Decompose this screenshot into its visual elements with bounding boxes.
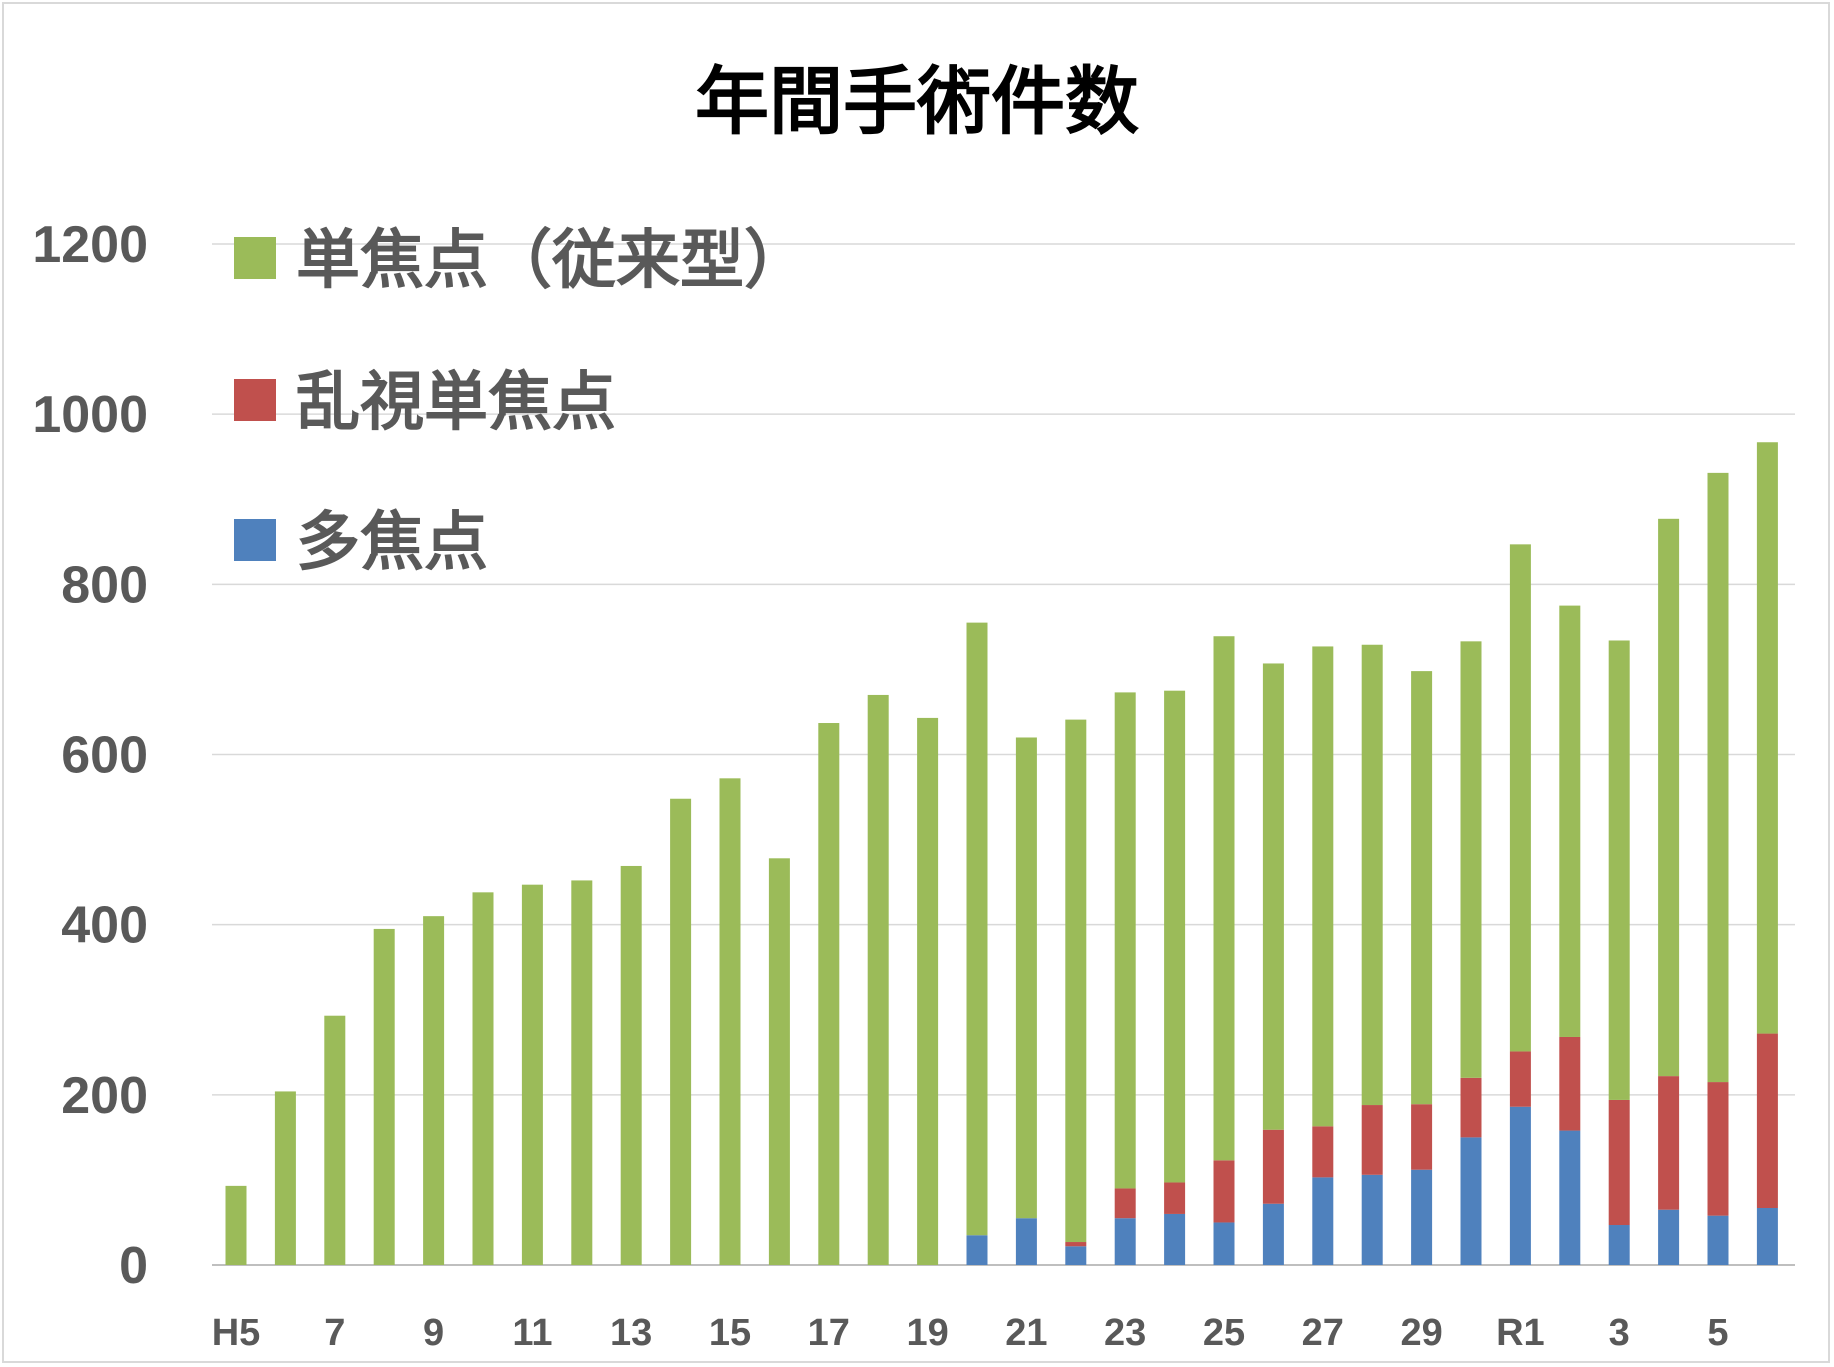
bar-multifocal-6 [1756,1207,1778,1265]
bar-monofocal-9 [423,916,445,1265]
bar-monofocal-25 [1213,636,1235,1161]
bar-monofocal-3 [1608,640,1630,1100]
legend-label: 多焦点 [296,506,488,580]
bar-monofocal-22 [1065,719,1087,1243]
bar-multifocal-20 [966,1235,988,1265]
legend-swatch [234,519,276,561]
bar-toric-2 [1559,1036,1581,1131]
x-tick-label: 17 [808,1312,850,1354]
bar-monofocal-7 [324,1015,346,1265]
bars [225,442,1778,1265]
y-tick-label: 0 [119,1237,148,1295]
bar-toric-25 [1213,1160,1235,1223]
bar-monofocal-26 [1262,663,1284,1130]
legend-label: 単焦点（従来型） [296,224,808,298]
bar-monofocal-20 [966,622,988,1236]
x-tick-label: 13 [610,1312,652,1354]
bar-monofocal-30 [1460,641,1482,1078]
bar-monofocal-24 [1164,690,1186,1183]
y-tick-label: 200 [61,1067,148,1125]
bar-monofocal-4 [1658,518,1680,1077]
bar-multifocal-29 [1411,1169,1433,1265]
x-tick-label: 29 [1400,1312,1442,1354]
x-tick-label: 7 [324,1312,345,1354]
bar-monofocal-14 [670,798,692,1265]
bar-toric-R1 [1509,1051,1531,1107]
x-tick-label: 21 [1005,1312,1047,1354]
bar-multifocal-28 [1361,1174,1383,1265]
bar-monofocal-6 [1756,442,1778,1034]
x-tick-label: 11 [512,1312,552,1354]
bar-toric-22 [1065,1242,1087,1247]
x-tick-label: 9 [423,1312,444,1354]
bar-monofocal-6 [274,1091,296,1265]
bar-multifocal-27 [1312,1177,1334,1265]
x-tick-label: R1 [1496,1312,1545,1354]
bar-toric-23 [1114,1188,1136,1219]
bar-toric-30 [1460,1077,1482,1138]
bar-monofocal-16 [768,858,790,1265]
y-axis-ticks: 0 200 400 600 800 1000 1200 [32,216,148,1295]
x-tick-label: 5 [1707,1312,1728,1354]
x-axis-ticks: H5 7 9 11 13 15 17 19 21 23 25 27 29 R1 3 5 [212,1312,1729,1354]
bar-monofocal-29 [1411,671,1433,1105]
y-tick-label: 1200 [32,216,148,274]
bar-multifocal-25 [1213,1222,1235,1265]
bar-monofocal-5 [1707,472,1729,1083]
bar-monofocal-17 [818,723,840,1265]
bar-monofocal-R1 [1509,544,1531,1052]
legend-label: 乱視単焦点 [296,366,616,440]
bar-toric-26 [1262,1129,1284,1204]
bar-multifocal-5 [1707,1215,1729,1265]
legend-swatch [234,379,276,421]
bar-multifocal-22 [1065,1246,1087,1265]
bar-toric-24 [1164,1182,1186,1214]
chart-title: 年間手術件数 [695,59,1139,145]
bar-toric-6 [1756,1033,1778,1208]
bar-multifocal-2 [1559,1130,1581,1265]
bar-toric-27 [1312,1126,1334,1178]
x-tick-label: 3 [1609,1312,1630,1354]
bar-monofocal-27 [1312,646,1334,1127]
bar-monofocal-28 [1361,644,1383,1106]
bar-toric-28 [1361,1105,1383,1175]
x-tick-label: 27 [1302,1312,1344,1354]
bar-monofocal-18 [867,694,889,1265]
y-tick-label: 400 [61,897,148,955]
bar-multifocal-23 [1114,1218,1136,1265]
bar-monofocal-2 [1559,605,1581,1037]
bar-multifocal-24 [1164,1213,1186,1265]
bar-multifocal-30 [1460,1137,1482,1265]
bar-multifocal-R1 [1509,1106,1531,1265]
y-tick-label: 1000 [32,386,148,444]
bar-monofocal-10 [472,892,494,1265]
bar-monofocal-19 [917,717,939,1265]
bar-toric-4 [1658,1076,1680,1210]
x-tick-label: 15 [709,1312,751,1354]
legend-swatch [234,237,276,279]
x-tick-label: 25 [1203,1312,1245,1354]
y-tick-label: 800 [61,556,148,614]
bar-monofocal-12 [571,880,593,1265]
y-tick-label: 600 [61,727,148,785]
bar-multifocal-4 [1658,1209,1680,1265]
bar-monofocal-11 [521,884,543,1265]
bar-multifocal-21 [1015,1218,1037,1265]
bar-monofocal-21 [1015,737,1037,1219]
bar-toric-5 [1707,1082,1729,1216]
x-tick-label: 19 [906,1312,948,1354]
x-tick-label: 23 [1104,1312,1146,1354]
bar-multifocal-3 [1608,1225,1630,1265]
bar-monofocal-23 [1114,692,1136,1189]
bar-monofocal-13 [620,865,642,1265]
bar-toric-3 [1608,1099,1630,1226]
bar-monofocal-8 [373,928,395,1265]
bar-multifocal-26 [1262,1203,1284,1265]
bar-toric-29 [1411,1104,1433,1170]
bar-monofocal-15 [719,778,741,1265]
x-tick-label: H5 [212,1312,261,1354]
bar-monofocal-H5 [225,1185,247,1265]
